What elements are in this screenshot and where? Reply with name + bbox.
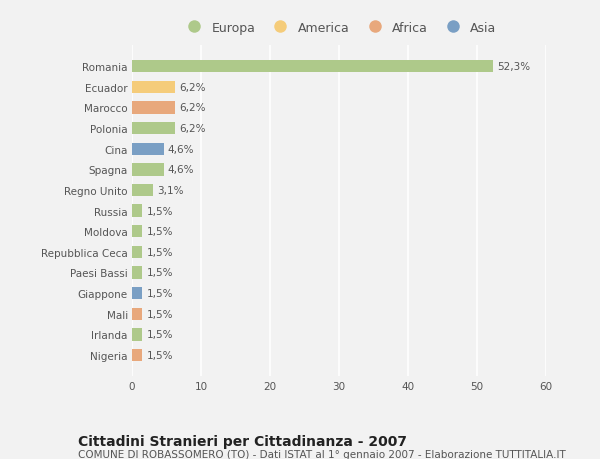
Text: 6,2%: 6,2% [179, 103, 205, 113]
Text: 1,5%: 1,5% [146, 206, 173, 216]
Text: 1,5%: 1,5% [146, 247, 173, 257]
Text: 4,6%: 4,6% [168, 145, 194, 154]
Text: 1,5%: 1,5% [146, 288, 173, 298]
Bar [132, 308, 142, 320]
Text: 1,5%: 1,5% [146, 330, 173, 340]
Bar [132, 329, 142, 341]
Bar [132, 185, 154, 197]
Text: 6,2%: 6,2% [179, 83, 205, 93]
Text: 6,2%: 6,2% [179, 124, 205, 134]
Text: 1,5%: 1,5% [146, 227, 173, 237]
Bar [132, 246, 142, 258]
Bar [132, 123, 175, 135]
Bar [132, 143, 164, 156]
Bar [132, 102, 175, 114]
Bar [132, 287, 142, 300]
Text: COMUNE DI ROBASSOMERO (TO) - Dati ISTAT al 1° gennaio 2007 - Elaborazione TUTTIT: COMUNE DI ROBASSOMERO (TO) - Dati ISTAT … [78, 449, 566, 459]
Bar [132, 164, 164, 176]
Bar [132, 82, 175, 94]
Text: 4,6%: 4,6% [168, 165, 194, 175]
Text: 1,5%: 1,5% [146, 309, 173, 319]
Text: Cittadini Stranieri per Cittadinanza - 2007: Cittadini Stranieri per Cittadinanza - 2… [78, 434, 407, 448]
Text: 52,3%: 52,3% [497, 62, 530, 72]
Bar [132, 349, 142, 361]
Bar [132, 61, 493, 73]
Bar [132, 267, 142, 279]
Text: 1,5%: 1,5% [146, 268, 173, 278]
Bar [132, 225, 142, 238]
Text: 3,1%: 3,1% [158, 185, 184, 196]
Text: 1,5%: 1,5% [146, 350, 173, 360]
Legend: Europa, America, Africa, Asia: Europa, America, Africa, Asia [179, 19, 499, 37]
Bar [132, 205, 142, 217]
